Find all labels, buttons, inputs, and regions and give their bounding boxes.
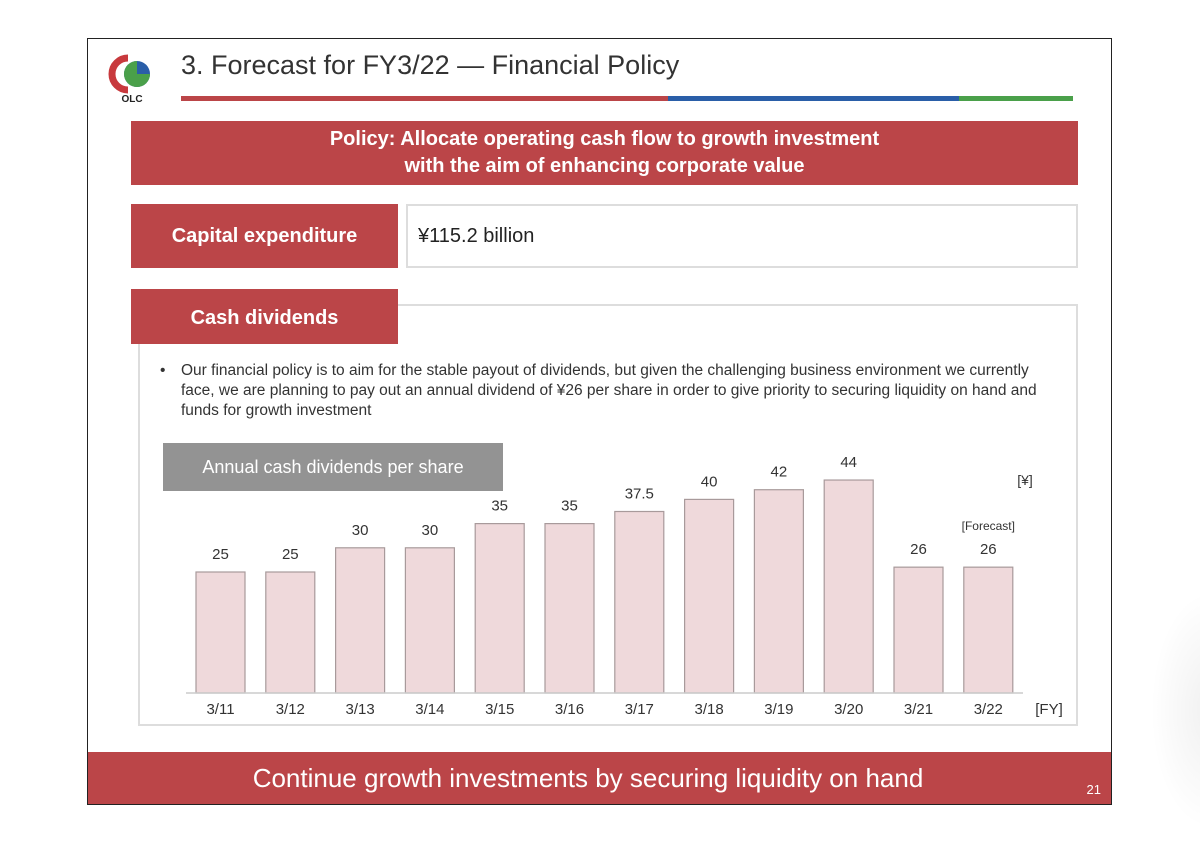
page-title: 3. Forecast for FY3/22 — Financial Polic… — [181, 50, 680, 80]
policy-line-1: Policy: Allocate operating cash flow to … — [329, 128, 880, 150]
title-rule-green — [959, 96, 1073, 101]
edge-shadow — [1150, 590, 1200, 830]
logo-text: OLC — [121, 94, 142, 104]
dividend-policy-bullet: • Our financial policy is to aim for the… — [160, 361, 1060, 421]
chart-title: Annual cash dividends per share — [163, 443, 503, 491]
bullet-text: Our financial policy is to aim for the s… — [181, 362, 1037, 419]
title-rule-blue — [668, 96, 959, 101]
bullet-dot: • — [160, 362, 166, 379]
dividends-label: Cash dividends — [131, 289, 398, 344]
policy-line-2: with the aim of enhancing corporate valu… — [404, 155, 805, 177]
dividends-panel — [138, 304, 1078, 726]
page-number: 21 — [1086, 782, 1101, 797]
capex-value: ¥115.2 billion — [406, 204, 1078, 268]
dividends-label-text: Cash dividends — [190, 307, 339, 329]
capex-label: Capital expenditure — [131, 204, 398, 268]
policy-banner: Policy: Allocate operating cash flow to … — [131, 121, 1078, 185]
footer-message: Continue growth investments by securing … — [252, 763, 924, 793]
olc-logo: OLC — [108, 54, 150, 104]
footer-banner: Continue growth investments by securing … — [88, 752, 1111, 804]
title-rule-red — [181, 96, 668, 101]
